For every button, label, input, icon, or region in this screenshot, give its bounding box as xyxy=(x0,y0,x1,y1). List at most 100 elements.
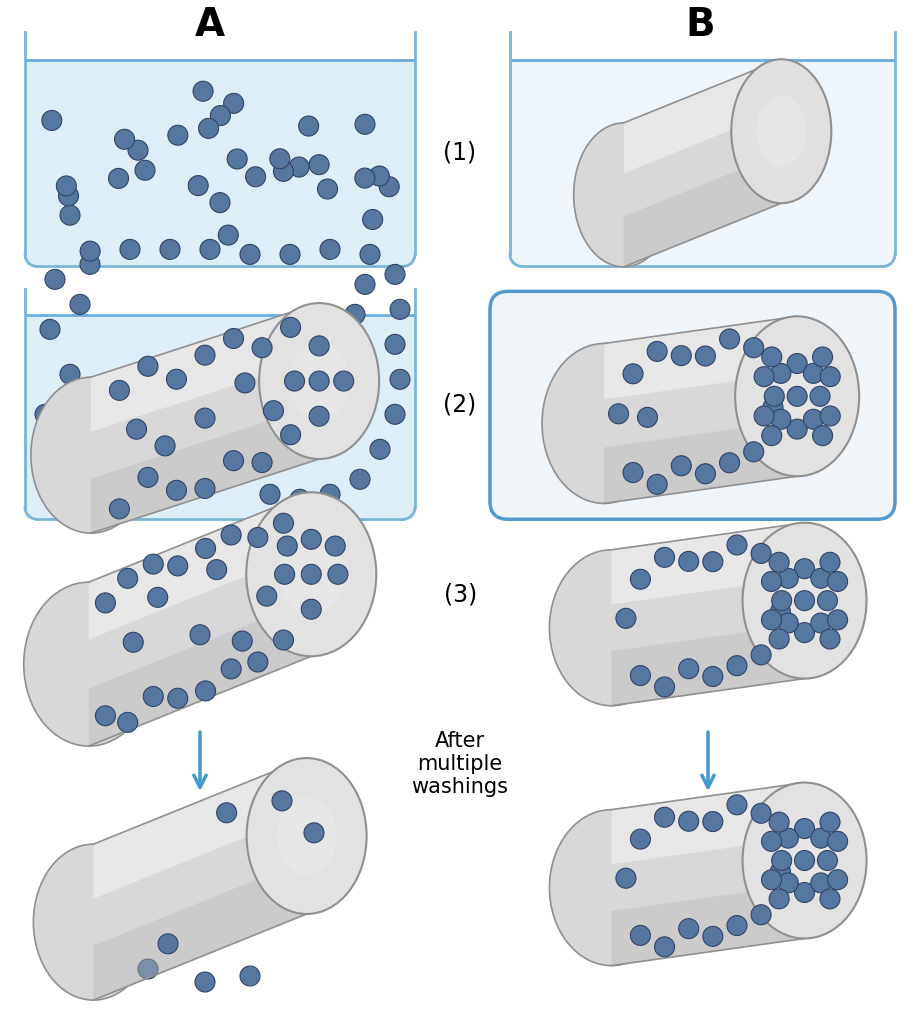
Ellipse shape xyxy=(277,797,337,874)
Circle shape xyxy=(284,371,305,391)
Polygon shape xyxy=(611,522,805,604)
Circle shape xyxy=(820,812,840,833)
Circle shape xyxy=(222,525,241,545)
Circle shape xyxy=(355,274,375,294)
Circle shape xyxy=(233,631,252,651)
Polygon shape xyxy=(624,59,781,267)
Circle shape xyxy=(803,410,823,429)
Circle shape xyxy=(143,554,163,574)
Ellipse shape xyxy=(574,123,674,267)
Ellipse shape xyxy=(279,534,343,615)
Circle shape xyxy=(671,346,691,366)
Polygon shape xyxy=(624,153,781,267)
Circle shape xyxy=(248,652,268,672)
Bar xyxy=(26,59,414,265)
Circle shape xyxy=(821,406,840,426)
Circle shape xyxy=(751,905,771,925)
Circle shape xyxy=(778,613,798,633)
Circle shape xyxy=(210,193,230,213)
Circle shape xyxy=(754,367,774,387)
Circle shape xyxy=(117,568,138,589)
Circle shape xyxy=(720,329,739,349)
Circle shape xyxy=(240,966,260,986)
Polygon shape xyxy=(93,859,306,1000)
Text: (1): (1) xyxy=(443,140,476,165)
Circle shape xyxy=(795,851,815,870)
Circle shape xyxy=(168,688,187,709)
FancyBboxPatch shape xyxy=(510,32,895,266)
Circle shape xyxy=(309,336,330,356)
Circle shape xyxy=(345,304,365,325)
Polygon shape xyxy=(611,884,805,966)
Circle shape xyxy=(702,812,723,831)
Circle shape xyxy=(222,658,241,679)
Circle shape xyxy=(40,319,60,339)
Circle shape xyxy=(45,269,65,290)
Circle shape xyxy=(257,586,277,606)
Circle shape xyxy=(58,186,78,206)
Circle shape xyxy=(124,632,143,652)
Circle shape xyxy=(138,959,158,979)
Circle shape xyxy=(769,889,789,909)
Circle shape xyxy=(138,356,158,376)
Circle shape xyxy=(751,645,771,665)
Circle shape xyxy=(218,225,238,245)
Circle shape xyxy=(820,889,840,909)
Ellipse shape xyxy=(773,562,835,640)
Circle shape xyxy=(334,371,354,391)
Circle shape xyxy=(195,478,215,499)
Circle shape xyxy=(60,205,80,225)
Circle shape xyxy=(270,148,290,169)
Polygon shape xyxy=(604,420,797,504)
Circle shape xyxy=(260,484,280,504)
Polygon shape xyxy=(90,404,319,534)
Circle shape xyxy=(328,564,348,585)
Circle shape xyxy=(810,872,831,893)
Circle shape xyxy=(647,341,667,361)
Circle shape xyxy=(56,176,77,196)
Circle shape xyxy=(820,629,840,649)
Circle shape xyxy=(385,335,405,354)
Circle shape xyxy=(654,548,675,567)
Circle shape xyxy=(828,610,847,630)
Ellipse shape xyxy=(24,583,154,746)
Circle shape xyxy=(671,456,691,476)
Circle shape xyxy=(114,129,135,150)
Circle shape xyxy=(778,568,798,588)
Circle shape xyxy=(277,536,297,556)
Circle shape xyxy=(795,591,815,610)
Circle shape xyxy=(678,811,699,831)
Polygon shape xyxy=(93,758,306,1000)
Circle shape xyxy=(810,828,831,848)
Circle shape xyxy=(390,370,410,389)
Circle shape xyxy=(196,681,216,700)
Text: B: B xyxy=(685,5,714,43)
Circle shape xyxy=(370,439,390,460)
Circle shape xyxy=(727,535,747,555)
Ellipse shape xyxy=(246,493,377,656)
Circle shape xyxy=(720,453,739,473)
Polygon shape xyxy=(89,599,311,746)
Circle shape xyxy=(95,706,115,726)
Polygon shape xyxy=(89,493,311,640)
Circle shape xyxy=(390,299,410,319)
Circle shape xyxy=(761,610,782,630)
Circle shape xyxy=(771,410,791,429)
Circle shape xyxy=(772,851,792,870)
Circle shape xyxy=(744,338,763,357)
Circle shape xyxy=(246,167,266,186)
Circle shape xyxy=(195,409,215,428)
Circle shape xyxy=(695,346,715,366)
Circle shape xyxy=(168,556,187,575)
Polygon shape xyxy=(611,782,805,864)
Circle shape xyxy=(385,404,405,424)
Circle shape xyxy=(727,915,747,936)
Circle shape xyxy=(623,463,643,482)
Circle shape xyxy=(128,140,148,160)
Circle shape xyxy=(109,168,128,188)
Circle shape xyxy=(325,536,345,556)
Circle shape xyxy=(810,568,831,588)
Bar xyxy=(26,314,414,518)
Circle shape xyxy=(143,686,163,707)
Circle shape xyxy=(702,927,723,946)
